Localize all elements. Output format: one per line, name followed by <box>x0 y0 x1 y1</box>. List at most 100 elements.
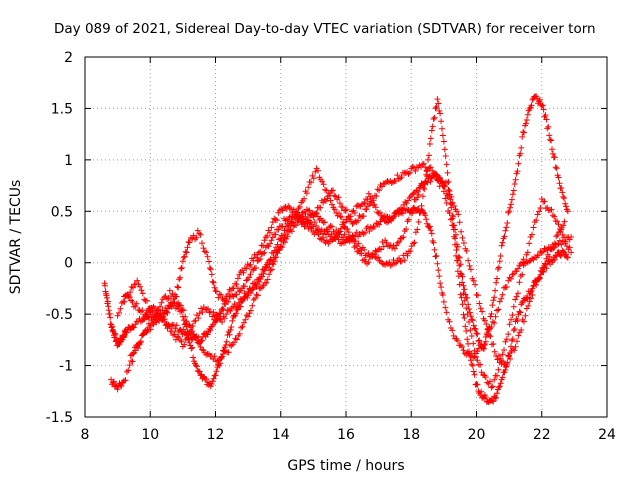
data-point <box>371 223 378 230</box>
data-point <box>409 191 416 198</box>
data-point <box>199 346 205 353</box>
data-point <box>526 240 533 247</box>
data-point <box>116 309 122 316</box>
data-point <box>205 305 211 312</box>
data-point <box>263 279 270 286</box>
data-point <box>455 253 462 260</box>
data-point <box>129 299 136 305</box>
data-point <box>442 304 449 311</box>
data-point <box>433 252 440 259</box>
data-point <box>506 321 513 328</box>
data-point <box>419 193 426 200</box>
data-point <box>441 182 448 189</box>
data-point <box>354 248 361 255</box>
data-point <box>471 347 478 354</box>
data-point <box>513 293 520 300</box>
data-point <box>130 284 136 291</box>
data-point <box>161 316 168 323</box>
data-point <box>433 104 440 110</box>
data-point <box>491 348 498 355</box>
data-point <box>495 306 502 313</box>
data-point <box>199 337 205 344</box>
data-point <box>508 201 514 208</box>
data-point <box>501 284 507 291</box>
data-point <box>549 212 556 219</box>
data-point <box>548 206 555 213</box>
data-point <box>204 253 211 260</box>
data-point <box>498 242 505 249</box>
data-point <box>493 279 500 286</box>
data-point <box>479 308 486 315</box>
data-point <box>196 340 203 347</box>
data-point <box>477 305 484 312</box>
data-point <box>279 244 286 250</box>
data-point <box>188 327 195 333</box>
data-point <box>512 176 519 183</box>
data-point <box>433 173 439 180</box>
data-point <box>494 356 501 363</box>
data-point <box>536 274 543 281</box>
data-point <box>562 200 569 207</box>
data-point <box>348 235 355 242</box>
data-point <box>484 379 491 386</box>
data-point <box>543 116 550 123</box>
data-point <box>241 283 248 290</box>
data-point <box>180 317 187 324</box>
data-point <box>548 137 555 144</box>
data-point <box>420 184 427 191</box>
y-tick-labels: -1.5 -1 -0.5 0 0.5 1 1.5 2 <box>46 50 73 426</box>
data-point <box>499 239 506 246</box>
data-point <box>495 352 502 359</box>
data-point <box>342 207 349 214</box>
data-point <box>245 313 252 320</box>
data-point <box>346 214 353 221</box>
data-point <box>510 327 517 334</box>
data-point <box>539 265 546 271</box>
data-point <box>236 271 243 278</box>
data-point <box>383 239 390 246</box>
data-point <box>559 189 566 196</box>
data-point <box>391 260 398 267</box>
data-point <box>504 220 511 226</box>
data-point <box>518 144 525 151</box>
data-point <box>519 259 526 266</box>
data-point <box>361 246 368 253</box>
data-point <box>460 290 467 297</box>
data-point <box>209 278 216 285</box>
data-point <box>290 223 297 230</box>
data-point <box>530 224 537 231</box>
data-point <box>181 341 188 348</box>
data-point <box>259 284 266 291</box>
data-point <box>497 380 504 387</box>
data-point <box>512 296 519 303</box>
data-point <box>341 231 348 238</box>
data-point <box>264 232 271 239</box>
data-point <box>283 235 290 242</box>
data-point <box>511 326 518 332</box>
data-point <box>301 195 308 202</box>
data-point <box>350 236 356 243</box>
data-point <box>232 335 239 342</box>
data-point <box>333 232 340 239</box>
x-axis-title: GPS time / hours <box>287 458 404 474</box>
data-point <box>188 345 195 352</box>
data-point <box>144 297 150 304</box>
data-point <box>285 217 292 223</box>
data-point <box>253 265 259 271</box>
data-point <box>568 249 575 256</box>
data-point <box>272 231 279 238</box>
data-point <box>472 281 479 288</box>
data-point <box>252 295 259 302</box>
data-point <box>395 207 402 214</box>
data-point <box>437 280 444 287</box>
data-point <box>233 304 239 311</box>
data-point <box>519 271 526 278</box>
data-point <box>311 211 318 217</box>
data-point <box>227 308 234 314</box>
data-point <box>252 281 259 288</box>
data-point <box>233 281 240 288</box>
data-point <box>144 326 151 333</box>
data-point <box>256 274 263 281</box>
data-point <box>268 224 275 231</box>
